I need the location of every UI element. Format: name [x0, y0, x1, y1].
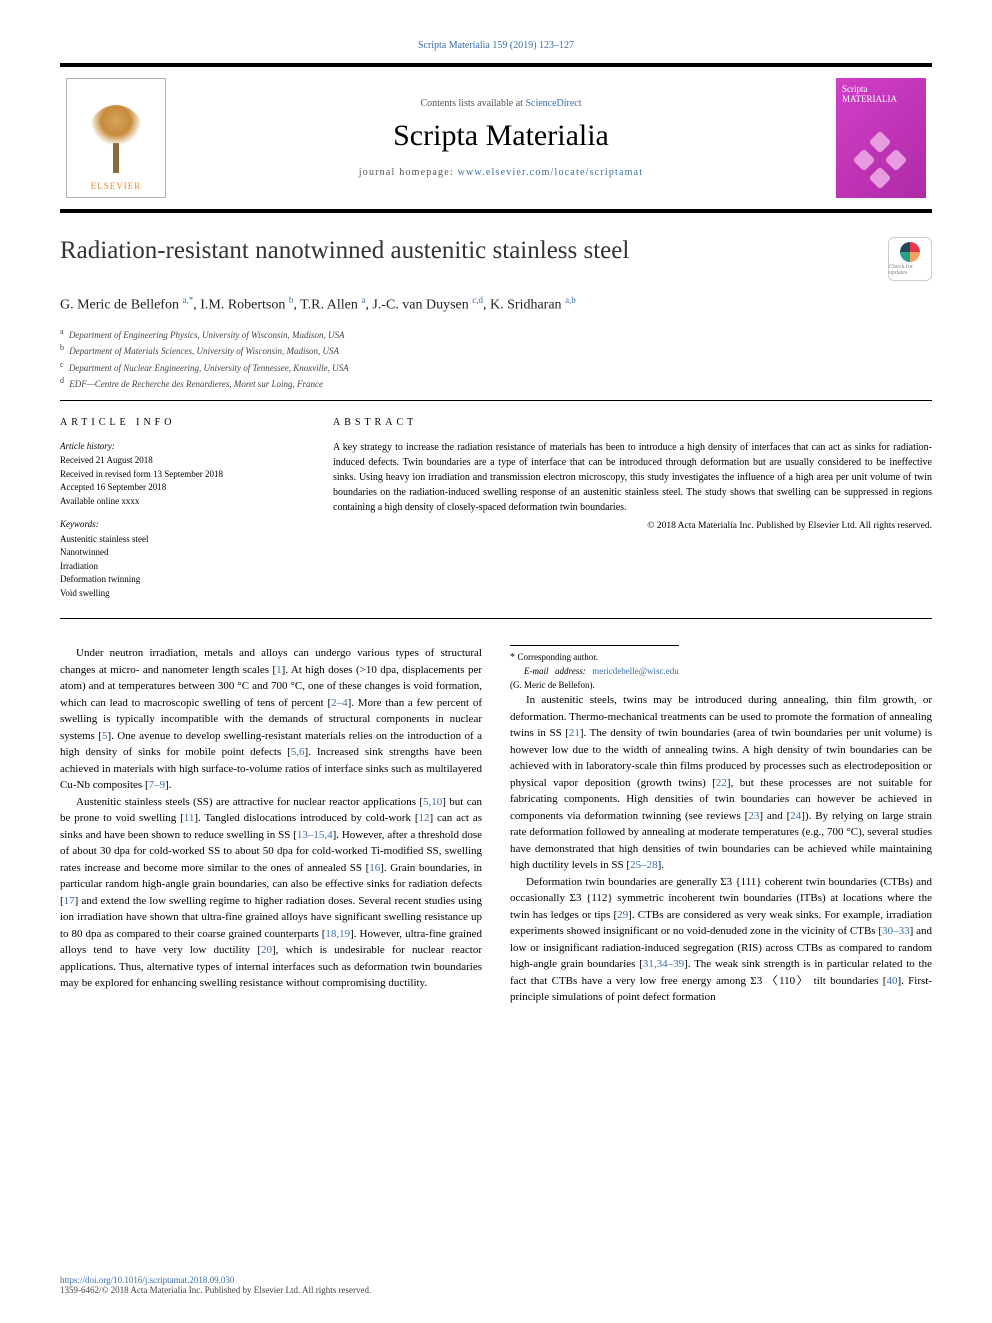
body-text: Under neutron irradiation, metals and al…: [60, 645, 932, 1006]
publisher-name: ELSEVIER: [91, 181, 142, 191]
section-divider: [60, 400, 932, 401]
affiliation-line: d EDF—Centre de Recherche des Renardiere…: [60, 375, 932, 392]
history-line: Received 21 August 2018: [60, 454, 305, 468]
crossmark-icon: [900, 242, 920, 262]
body-paragraph: Austenitic stainless steels (SS) are att…: [60, 794, 482, 992]
abstract-copyright: © 2018 Acta Materialia Inc. Published by…: [333, 519, 932, 533]
article-info-head: ARTICLE INFO: [60, 415, 305, 430]
corresponding-email[interactable]: mericdebelle@wisc.edu: [592, 666, 679, 676]
page-footer: https://doi.org/10.1016/j.scriptamat.201…: [60, 1275, 932, 1295]
keyword: Deformation twinning: [60, 573, 305, 587]
email-label: E-mail address:: [524, 666, 586, 676]
contents-available: Contents lists available at ScienceDirec…: [186, 98, 816, 109]
body-paragraph: Under neutron irradiation, metals and al…: [60, 645, 482, 794]
cover-title: Scripta MATERIALIA: [842, 84, 920, 104]
history-line: Received in revised form 13 September 20…: [60, 468, 305, 482]
history-head: Article history:: [60, 440, 305, 454]
keyword: Irradiation: [60, 560, 305, 574]
cover-art-icon: [856, 134, 906, 184]
abstract-head: ABSTRACT: [333, 415, 932, 430]
history-line: Accepted 16 September 2018: [60, 481, 305, 495]
journal-name: Scripta Materialia: [186, 119, 816, 153]
crossmark-label: Check for updates: [889, 264, 931, 276]
footer-copyright: 1359-6462/© 2018 Acta Materialia Inc. Pu…: [60, 1285, 371, 1295]
article-info: ARTICLE INFO Article history: Received 2…: [60, 415, 305, 611]
keywords-head: Keywords:: [60, 518, 305, 532]
body-paragraph: Deformation twin boundaries are generall…: [510, 874, 932, 1006]
corresponding-name: (G. Meric de Bellefon).: [510, 680, 595, 690]
running-head: Scripta Materialia 159 (2019) 123–127: [60, 40, 932, 51]
abstract-text: A key strategy to increase the radiation…: [333, 440, 932, 515]
author-list: G. Meric de Bellefon a,*, I.M. Robertson…: [60, 295, 932, 314]
corresponding-label: Corresponding author.: [518, 652, 599, 662]
section-divider: [60, 618, 932, 619]
corresponding-author: * Corresponding author.E-mail address: m…: [510, 645, 679, 692]
body-paragraph: In austenitic steels, twins may be intro…: [510, 692, 932, 874]
keyword: Austenitic stainless steel: [60, 533, 305, 547]
abstract: ABSTRACT A key strategy to increase the …: [333, 415, 932, 611]
elsevier-tree-icon: [86, 105, 146, 175]
affiliations: a Department of Engineering Physics, Uni…: [60, 326, 932, 392]
journal-homepage-link[interactable]: www.elsevier.com/locate/scriptamat: [458, 167, 644, 178]
keyword: Void swelling: [60, 587, 305, 601]
sciencedirect-link[interactable]: ScienceDirect: [525, 98, 581, 109]
crossmark-badge[interactable]: Check for updates: [888, 237, 932, 281]
affiliation-line: b Department of Materials Sciences, Univ…: [60, 342, 932, 359]
journal-cover: Scripta MATERIALIA: [836, 78, 926, 198]
affiliation-line: c Department of Nuclear Engineering, Uni…: [60, 359, 932, 376]
journal-homepage: journal homepage: www.elsevier.com/locat…: [186, 167, 816, 178]
article-title: Radiation-resistant nanotwinned austenit…: [60, 237, 629, 265]
journal-header: ELSEVIER Contents lists available at Sci…: [60, 63, 932, 213]
publisher-logo: ELSEVIER: [66, 78, 166, 198]
affiliation-line: a Department of Engineering Physics, Uni…: [60, 326, 932, 343]
citation-link[interactable]: Scripta Materialia 159 (2019) 123–127: [418, 40, 574, 51]
history-line: Available online xxxx: [60, 495, 305, 509]
doi-link[interactable]: https://doi.org/10.1016/j.scriptamat.201…: [60, 1275, 234, 1285]
keyword: Nanotwinned: [60, 546, 305, 560]
